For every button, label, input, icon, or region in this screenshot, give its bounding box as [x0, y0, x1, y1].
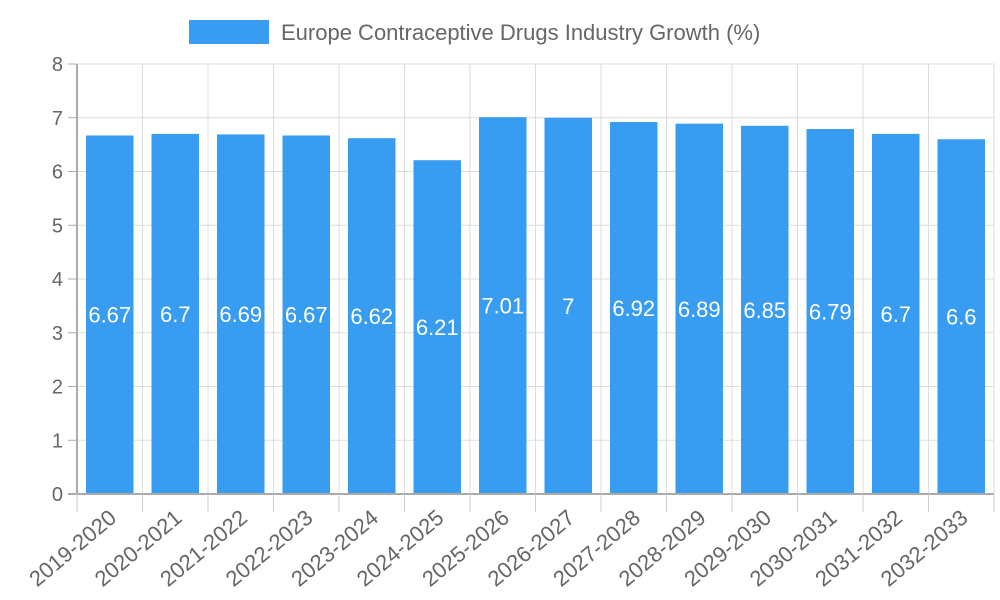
- data-label: 6.79: [809, 300, 852, 325]
- y-tick-label: 3: [52, 323, 63, 345]
- legend-swatch: [189, 20, 269, 44]
- data-label: 7.01: [481, 294, 524, 319]
- y-tick-label: 8: [52, 54, 63, 76]
- y-tick-label: 0: [52, 484, 63, 506]
- bar: [872, 133, 920, 494]
- bar: [86, 135, 134, 495]
- data-label: 6.7: [880, 302, 911, 327]
- bar: [544, 117, 592, 494]
- legend[interactable]: Europe Contraceptive Drugs Industry Grow…: [189, 20, 760, 45]
- data-label: 6.69: [219, 302, 262, 327]
- y-tick-label: 7: [52, 108, 63, 130]
- bar: [610, 122, 658, 495]
- data-label: 6.92: [612, 296, 655, 321]
- data-label: 6.6: [946, 305, 977, 330]
- data-label: 6.7: [160, 302, 191, 327]
- data-label: 6.85: [743, 298, 786, 323]
- bar: [937, 139, 985, 494]
- data-label: 6.21: [416, 315, 459, 340]
- bar: [675, 123, 723, 494]
- y-tick-label: 1: [52, 430, 63, 452]
- bar: [806, 129, 854, 494]
- y-tick-label: 6: [52, 162, 63, 184]
- bar: [348, 138, 396, 495]
- data-label: 7: [562, 294, 574, 319]
- bar: [151, 133, 199, 494]
- data-label: 6.67: [88, 303, 131, 328]
- bar: [413, 160, 461, 494]
- data-label: 6.89: [678, 297, 721, 322]
- legend-label: Europe Contraceptive Drugs Industry Grow…: [281, 20, 760, 45]
- y-tick-label: 4: [52, 269, 63, 291]
- bar: [479, 117, 527, 495]
- bar: [282, 135, 330, 495]
- y-tick-label: 5: [52, 215, 63, 237]
- y-tick-label: 2: [52, 377, 63, 399]
- data-label: 6.62: [350, 304, 393, 329]
- data-label: 6.67: [285, 303, 328, 328]
- bar: [217, 134, 265, 494]
- bar: [741, 125, 789, 494]
